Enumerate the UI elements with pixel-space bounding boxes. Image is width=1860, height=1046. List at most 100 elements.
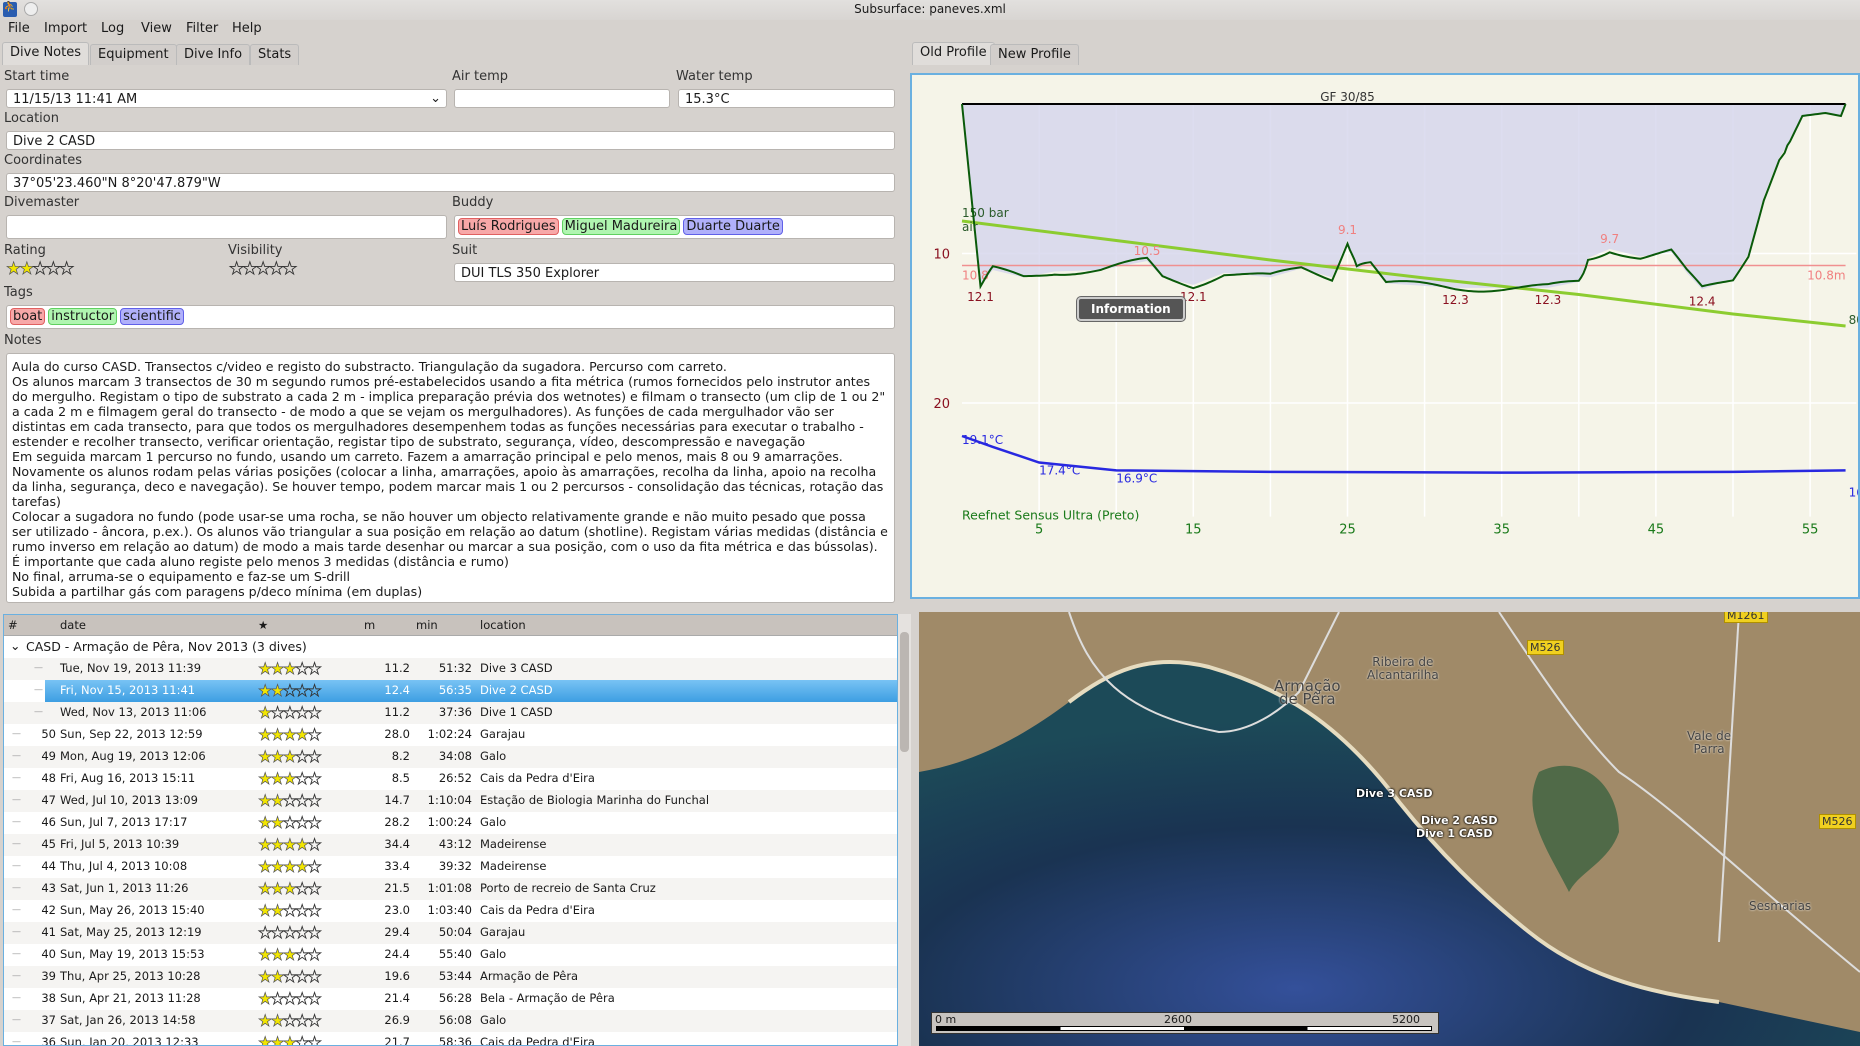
water-temp-field[interactable]: 15.3°C (678, 89, 895, 108)
dive-duration: 37:36 (438, 705, 472, 719)
dive-number: 45 (41, 837, 56, 851)
road-label: M1261 (1724, 612, 1768, 623)
tags-field[interactable]: boat instructor scientific (6, 305, 895, 329)
depth-tick-label: 20 (933, 397, 950, 412)
dive-row[interactable]: — Fri, Nov 15, 2013 11:41 ★★★★★ 12.4 56:35 Di… (34, 680, 897, 702)
coastline (1067, 659, 1720, 1004)
dive-marker-label[interactable]: Dive 2 CASD (1421, 814, 1498, 827)
chevron-down-icon[interactable]: ⌄ (430, 91, 441, 106)
sea (919, 661, 1860, 1046)
dive-number: 41 (41, 925, 56, 939)
menu-log[interactable]: Log (101, 21, 125, 36)
dive-rating: ★★★★★ (258, 791, 323, 811)
dive-row[interactable]: — Tue, Nov 19, 2013 11:39 ★★★★★ 11.2 51:32 Di… (4, 658, 897, 680)
tree-branch-icon: — (12, 795, 21, 805)
menu-help[interactable]: Help (232, 21, 262, 36)
dive-list-header: # date ★ m min location (4, 615, 897, 636)
coordinates-label: Coordinates (4, 153, 83, 168)
column-duration[interactable]: min (416, 618, 438, 632)
dive-row[interactable]: —38 Sun, Apr 21, 2013 11:28 ★★★★★ 21.4 56:28… (4, 988, 897, 1010)
depth-marker-label: 9.1 (1338, 223, 1357, 237)
pin-icon[interactable] (24, 2, 38, 16)
dive-row[interactable]: —46 Sun, Jul 7, 2013 17:17 ★★★★★ 28.2 1:00:2… (4, 812, 897, 834)
dive-duration: 53:44 (438, 969, 472, 983)
column-location[interactable]: location (480, 618, 526, 632)
dive-row[interactable]: —40 Sun, May 19, 2013 15:53 ★★★★★ 24.4 55:40… (4, 944, 897, 966)
column-date[interactable]: date (60, 618, 86, 632)
dive-row[interactable]: —42 Sun, May 26, 2013 15:40 ★★★★★ 23.0 1:03:… (4, 900, 897, 922)
rating-stars[interactable]: ★★★★★ (6, 260, 75, 278)
notes-textarea[interactable]: Aula do curso CASD. Transectos c/video e… (6, 353, 895, 603)
tab-dive-notes[interactable]: Dive Notes (2, 42, 89, 65)
star-icon: ★ (229, 259, 245, 279)
visibility-stars[interactable]: ★★★★★ (229, 259, 298, 279)
dive-marker-label[interactable]: Dive 1 CASD (1416, 827, 1493, 840)
star-icon: ★ (270, 945, 285, 965)
dive-number: 36 (41, 1035, 56, 1046)
tab-equipment[interactable]: Equipment (90, 44, 177, 65)
tab-old-profile[interactable]: Old Profile (912, 42, 995, 65)
dive-row[interactable]: —44 Thu, Jul 4, 2013 10:08 ★★★★★ 33.4 39:32 M… (4, 856, 897, 878)
dive-rating: ★★★★★ (258, 857, 323, 877)
column-depth[interactable]: m (364, 618, 376, 632)
star-icon: ★ (282, 1033, 297, 1046)
scroll-thumb[interactable] (900, 632, 909, 752)
dive-row[interactable]: —36 Sun, Jan 20, 2013 12:33 ★★★★★ 21.7 58:36… (4, 1032, 897, 1046)
star-icon: ★ (307, 835, 322, 855)
dive-row[interactable]: —41 Sat, May 25, 2013 12:19 ★★★★★ 29.4 50:04… (4, 922, 897, 944)
column-number[interactable]: # (8, 618, 18, 632)
tab-stats[interactable]: Stats (250, 44, 300, 65)
tree-branch-icon: — (12, 883, 21, 893)
location-field[interactable]: Dive 2 CASD (6, 131, 895, 150)
dive-row[interactable]: —47 Wed, Jul 10, 2013 13:09 ★★★★★ 14.7 1:10:… (4, 790, 897, 812)
start-time-field[interactable]: 11/15/13 11:41 AM ⌄ (6, 89, 447, 108)
tree-branch-icon: — (12, 751, 21, 761)
dive-row[interactable]: —37 Sat, Jan 26, 2013 14:58 ★★★★★ 26.9 56:08… (4, 1010, 897, 1032)
dive-row[interactable]: —39 Thu, Apr 25, 2013 10:28 ★★★★★ 19.6 53:44… (4, 966, 897, 988)
dive-row[interactable]: —43 Sat, Jun 1, 2013 11:26 ★★★★★ 21.5 1:01:0… (4, 878, 897, 900)
dive-list-scrollbar[interactable] (898, 614, 911, 1046)
buddy-field[interactable]: Luís Rodrigues Miguel Madureira Duarte Dua… (454, 215, 895, 239)
dive-date: Tue, Nov 19, 2013 11:39 (60, 661, 202, 675)
column-rating[interactable]: ★ (258, 618, 269, 632)
dive-number: 43 (41, 881, 56, 895)
tree-branch-icon: — (12, 773, 21, 783)
depth-marker-label: 12.3 (1535, 293, 1562, 307)
dive-row[interactable]: —48 Fri, Aug 16, 2013 15:11 ★★★★★ 8.5 26:52 C… (4, 768, 897, 790)
air-temp-field[interactable] (454, 89, 670, 108)
map-view[interactable]: Armação de Pêra Ribeira de Alcantarilha … (919, 612, 1860, 1046)
road (1068, 612, 1340, 734)
dive-row[interactable]: — Wed, Nov 13, 2013 11:06 ★★★★★ 11.2 37:36 Di… (4, 702, 897, 724)
menu-view[interactable]: View (141, 21, 172, 36)
star-icon: ★ (282, 769, 297, 789)
satellite-map[interactable] (919, 612, 1860, 1046)
coordinates-field[interactable]: 37°05'23.460"N 8°20'47.879"W (6, 173, 895, 192)
suit-field[interactable]: DUI TLS 350 Explorer (454, 263, 895, 282)
tree-branch-icon: — (12, 861, 21, 871)
star-icon: ★ (270, 791, 285, 811)
star-icon: ★ (307, 747, 322, 767)
star-icon: ★ (258, 967, 273, 987)
star-icon: ★ (270, 747, 285, 767)
menu-filter[interactable]: Filter (186, 21, 219, 36)
information-button[interactable]: Information (1077, 297, 1185, 321)
dive-row[interactable]: —50 Sun, Sep 22, 2013 12:59 ★★★★★ 28.0 1:02:… (4, 724, 897, 746)
trip-group-row[interactable]: ⌄ CASD - Armação de Pêra, Nov 2013 (3 di… (4, 636, 897, 658)
collapse-icon[interactable]: ⌄ (10, 638, 21, 653)
tree-branch-icon: — (12, 971, 21, 981)
dive-marker-label[interactable]: Dive 3 CASD (1356, 787, 1433, 800)
dive-row[interactable]: —49 Mon, Aug 19, 2013 12:06 ★★★★★ 8.2 34:08 G… (4, 746, 897, 768)
tab-new-profile[interactable]: New Profile (990, 44, 1079, 65)
star-icon: ★ (295, 945, 310, 965)
dive-rating: ★★★★★ (258, 901, 323, 921)
dive-duration: 34:08 (438, 749, 472, 763)
star-icon: ★ (295, 1011, 310, 1031)
dive-row[interactable]: —45 Fri, Jul 5, 2013 10:39 ★★★★★ 34.4 43:12 M… (4, 834, 897, 856)
tab-dive-info[interactable]: Dive Info (176, 44, 251, 65)
dive-rating: ★★★★★ (258, 725, 323, 745)
dive-depth: 23.0 (384, 903, 410, 917)
depth-marker-label: 12.3 (1442, 293, 1469, 307)
menu-file[interactable]: File (8, 21, 30, 36)
divemaster-field[interactable] (6, 215, 447, 239)
menu-import[interactable]: Import (44, 21, 88, 36)
